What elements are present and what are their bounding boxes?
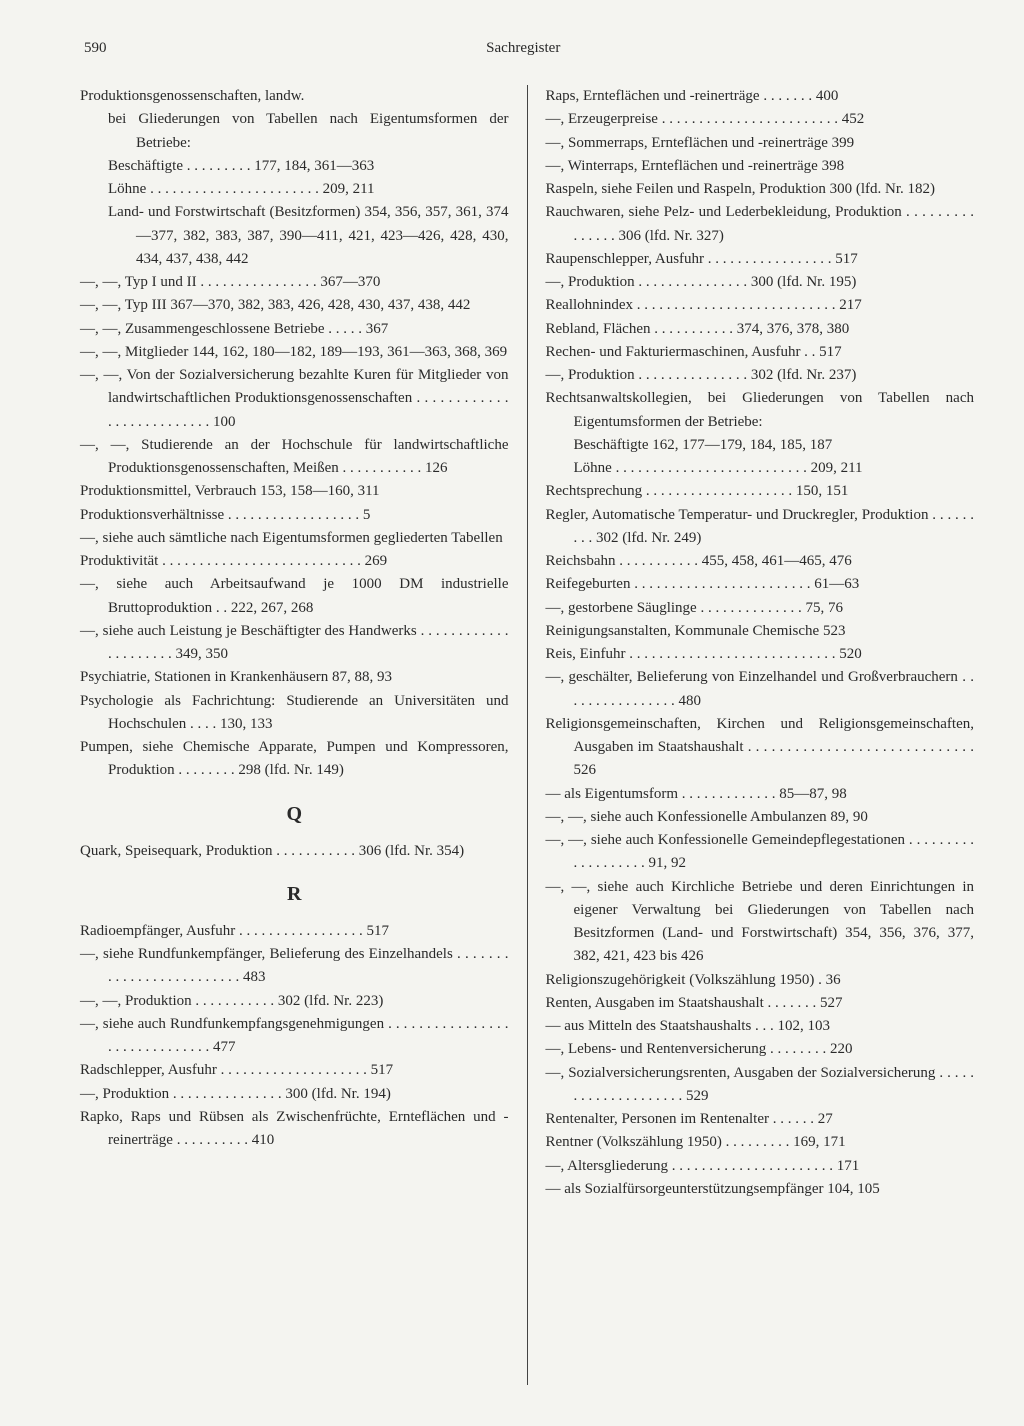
index-entry: Renten, Ausgaben im Staatshaushalt . . .… (546, 992, 975, 1015)
index-entry: —, siehe Rundfunkempfänger, Belieferung … (80, 943, 509, 990)
index-entry: Rapko, Raps und Rübsen als Zwischenfrüch… (80, 1106, 509, 1153)
index-entry: —, —, Typ III 367—370, 382, 383, 426, 42… (80, 294, 509, 317)
document-page: 590 Sachregister Produktionsgenossenscha… (0, 0, 1024, 1426)
index-entry: Rentenalter, Personen im Rentenalter . .… (546, 1108, 975, 1131)
index-entry: Psychiatrie, Stationen in Krankenhäusern… (80, 666, 509, 689)
index-entry: Religionsgemeinschaften, Kirchen und Rel… (546, 713, 975, 783)
index-entry: Beschäftigte 162, 177—179, 184, 185, 187 (546, 434, 975, 457)
index-entry: Psychologie als Fachrichtung: Studierend… (80, 690, 509, 737)
page-number: 590 (84, 40, 107, 57)
index-entry: —, Sommerraps, Ernteflächen und -reinert… (546, 132, 975, 155)
index-entry: Löhne . . . . . . . . . . . . . . . . . … (80, 178, 509, 201)
page-header: 590 Sachregister (80, 40, 974, 57)
index-entry: Reichsbahn . . . . . . . . . . . 455, 45… (546, 550, 975, 573)
index-entry: —, —, Mitglieder 144, 162, 180—182, 189—… (80, 341, 509, 364)
index-entry: —, —, Typ I und II . . . . . . . . . . .… (80, 271, 509, 294)
right-column: Raps, Ernteflächen und -reinerträge . . … (528, 85, 975, 1385)
index-entry: Quark, Speisequark, Produktion . . . . .… (80, 840, 509, 863)
index-entry: —, —, Zusammengeschlossene Betriebe . . … (80, 318, 509, 341)
index-entry: Raps, Ernteflächen und -reinerträge . . … (546, 85, 975, 108)
index-entry: Produktionsverhältnisse . . . . . . . . … (80, 504, 509, 527)
index-entry: —, Produktion . . . . . . . . . . . . . … (546, 271, 975, 294)
index-entry: —, geschälter, Belieferung von Einzelhan… (546, 666, 975, 713)
index-entry: —, siehe auch sämtliche nach Eigentumsfo… (80, 527, 509, 550)
index-entry: Produktivität . . . . . . . . . . . . . … (80, 550, 509, 573)
section-letter: Q (80, 799, 509, 830)
index-entry: Pumpen, siehe Chemische Apparate, Pumpen… (80, 736, 509, 783)
index-entry: Radschlepper, Ausfuhr . . . . . . . . . … (80, 1059, 509, 1082)
index-entry: Reis, Einfuhr . . . . . . . . . . . . . … (546, 643, 975, 666)
index-entry: —, Altersgliederung . . . . . . . . . . … (546, 1155, 975, 1178)
index-entry: Raupenschlepper, Ausfuhr . . . . . . . .… (546, 248, 975, 271)
index-entry: —, Erzeugerpreise . . . . . . . . . . . … (546, 108, 975, 131)
index-entry: Rentner (Volkszählung 1950) . . . . . . … (546, 1131, 975, 1154)
index-entry: —, Winterraps, Ernteflächen und -reinert… (546, 155, 975, 178)
page-title: Sachregister (486, 40, 560, 57)
index-entry: Rauchwaren, siehe Pelz- und Lederbekleid… (546, 201, 975, 248)
index-entry: —, —, Studierende an der Hochschule für … (80, 434, 509, 481)
index-entry: —, Sozialversicherungsrenten, Ausgaben d… (546, 1062, 975, 1109)
index-entry: —, —, Produktion . . . . . . . . . . . 3… (80, 990, 509, 1013)
index-entry: —, gestorbene Säuglinge . . . . . . . . … (546, 597, 975, 620)
index-entry: Reallohnindex . . . . . . . . . . . . . … (546, 294, 975, 317)
index-entry: —, Produktion . . . . . . . . . . . . . … (546, 364, 975, 387)
index-entry: Land- und Forstwirtschaft (Besitzformen)… (80, 201, 509, 271)
index-entry: —, —, siehe auch Konfessionelle Ambulanz… (546, 806, 975, 829)
index-entry: —, Produktion . . . . . . . . . . . . . … (80, 1083, 509, 1106)
index-entry: —, siehe auch Rundfunkempfangsgenehmigun… (80, 1013, 509, 1060)
index-entry: Regler, Automatische Temperatur- und Dru… (546, 504, 975, 551)
index-entry: —, —, Von der Sozialversicherung bezahlt… (80, 364, 509, 434)
index-entry: — als Eigentumsform . . . . . . . . . . … (546, 783, 975, 806)
index-entry: — als Sozialfürsorgeunterstützungsempfän… (546, 1178, 975, 1201)
index-entry: Rechtsprechung . . . . . . . . . . . . .… (546, 480, 975, 503)
index-entry: Religionszugehörigkeit (Volkszählung 195… (546, 969, 975, 992)
index-entry: Beschäftigte . . . . . . . . . 177, 184,… (80, 155, 509, 178)
index-entry: Reinigungsanstalten, Kommunale Chemische… (546, 620, 975, 643)
index-entry: Löhne . . . . . . . . . . . . . . . . . … (546, 457, 975, 480)
left-column: Produktionsgenossenschaften, landw.bei G… (80, 85, 527, 1385)
index-entry: Rechen- und Fakturiermaschinen, Ausfuhr … (546, 341, 975, 364)
index-entry: Reifegeburten . . . . . . . . . . . . . … (546, 573, 975, 596)
index-entry: bei Gliederungen von Tabellen nach Eigen… (80, 108, 509, 155)
index-columns: Produktionsgenossenschaften, landw.bei G… (80, 85, 974, 1385)
section-letter: R (80, 879, 509, 910)
index-entry: —, siehe auch Arbeitsaufwand je 1000 DM … (80, 573, 509, 620)
index-entry: —, —, siehe auch Konfessionelle Gemeinde… (546, 829, 975, 876)
index-entry: Radioempfänger, Ausfuhr . . . . . . . . … (80, 920, 509, 943)
index-entry: —, Lebens- und Rentenversicherung . . . … (546, 1038, 975, 1061)
index-entry: Rebland, Flächen . . . . . . . . . . . 3… (546, 318, 975, 341)
index-entry: —, siehe auch Leistung je Beschäftigter … (80, 620, 509, 667)
index-entry: Produktionsmittel, Verbrauch 153, 158—16… (80, 480, 509, 503)
index-entry: Rechtsanwaltskollegien, bei Gliederungen… (546, 387, 975, 434)
index-entry: Raspeln, siehe Feilen und Raspeln, Produ… (546, 178, 975, 201)
index-entry: — aus Mitteln des Staatshaushalts . . . … (546, 1015, 975, 1038)
index-entry: —, —, siehe auch Kirchliche Betriebe und… (546, 876, 975, 969)
index-entry: Produktionsgenossenschaften, landw. (80, 85, 509, 108)
